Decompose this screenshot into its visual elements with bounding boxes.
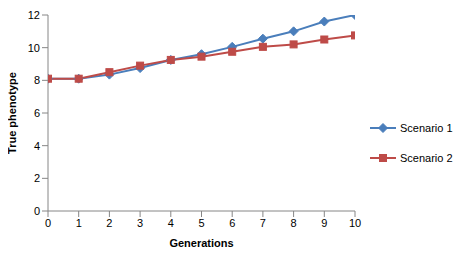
svg-text:Generations: Generations (169, 237, 233, 249)
svg-text:6: 6 (229, 217, 235, 229)
svg-text:2: 2 (106, 217, 112, 229)
html-text:Scenario 1: Scenario 1 (400, 122, 453, 134)
svg-text:8: 8 (34, 74, 40, 86)
svg-text:True phenotype: True phenotype (8, 72, 18, 154)
svg-text:4: 4 (168, 217, 174, 229)
svg-text:12: 12 (28, 9, 40, 21)
svg-text:7: 7 (260, 217, 266, 229)
svg-text:6: 6 (34, 107, 40, 119)
svg-text:2: 2 (34, 172, 40, 184)
svg-text:5: 5 (198, 217, 204, 229)
svg-text:9: 9 (321, 217, 327, 229)
svg-text:10: 10 (349, 217, 361, 229)
svg-text:4: 4 (34, 140, 40, 152)
svg-text:0: 0 (34, 205, 40, 217)
svg-text:10: 10 (28, 42, 40, 54)
html-text:Scenario 2: Scenario 2 (400, 152, 453, 164)
svg-text:3: 3 (137, 217, 143, 229)
svg-text:0: 0 (45, 217, 51, 229)
svg-text:8: 8 (291, 217, 297, 229)
svg-text:1: 1 (76, 217, 82, 229)
